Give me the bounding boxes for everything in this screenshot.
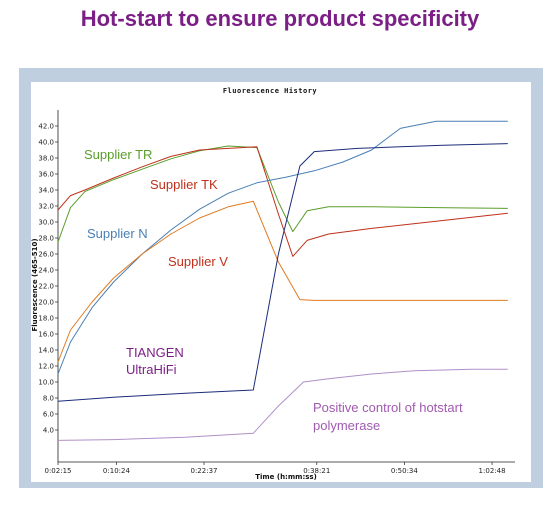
x-tick-label: 0:50:34 — [391, 467, 419, 475]
y-tick-label: 18.0 — [38, 315, 54, 323]
y-tick-label: 34.0 — [38, 187, 54, 195]
annotation-positive-line1: Positive control of hotstart — [313, 400, 463, 415]
chart-title: Fluorescence History — [223, 87, 318, 95]
y-tick-label: 6.0 — [43, 411, 54, 419]
series-line-supplier-tr — [57, 145, 508, 243]
x-axis-label: Time (h:mm:ss) — [255, 473, 317, 481]
y-tick-label: 36.0 — [38, 171, 54, 179]
annotation-supplier-n: Supplier N — [87, 226, 148, 241]
annotation-supplier-v: Supplier V — [168, 254, 228, 269]
annotation-positive-line2: polymerase — [313, 418, 380, 433]
x-tick-label: 0:10:24 — [103, 467, 131, 475]
y-tick-label: 40.0 — [38, 139, 54, 147]
y-tick-label: 28.0 — [38, 235, 54, 243]
y-axis-ticks: 4.0 6.0 8.0 10.0 12.0 14.0 16.0 18.0 20.0 22.0 24.… — [38, 123, 58, 435]
series-line-supplier-tk — [57, 146, 508, 257]
y-tick-label: 32.0 — [38, 203, 54, 211]
x-tick-label: 0:02:15 — [45, 467, 72, 475]
slide-title: Hot-start to ensure product specificity — [80, 6, 480, 31]
y-tick-label: 38.0 — [38, 155, 54, 163]
y-tick-label: 24.0 — [38, 267, 54, 275]
y-tick-label: 10.0 — [38, 379, 54, 387]
series-line-tiangen-ultrahifi — [57, 143, 508, 402]
x-tick-label: 1:02:48 — [479, 467, 506, 475]
y-tick-label: 8.0 — [43, 395, 54, 403]
y-tick-label: 16.0 — [38, 331, 54, 339]
series-line-positive-control-of-hotstart-polymerase — [57, 368, 508, 441]
y-tick-label: 14.0 — [38, 347, 54, 355]
y-tick-label: 12.0 — [38, 363, 54, 371]
chart-panel — [31, 82, 531, 482]
y-tick-label: 20.0 — [38, 299, 54, 307]
y-tick-label: 22.0 — [38, 283, 54, 291]
series-line-supplier-n — [57, 120, 508, 375]
annotation-tiangen-line1: TIANGEN — [126, 345, 184, 360]
series-line-supplier-v — [57, 200, 508, 363]
series-lines — [57, 120, 508, 441]
annotation-supplier-tk: Supplier TK — [150, 177, 218, 192]
x-tick-label: 0:22:37 — [191, 467, 218, 475]
y-axis-label: Fluorescence (465-510) — [31, 238, 39, 331]
y-tick-label: 26.0 — [38, 251, 54, 259]
y-tick-label: 4.0 — [43, 427, 54, 435]
annotation-tiangen-line2: UltraHiFi — [126, 362, 177, 377]
annotation-supplier-tr: Supplier TR — [84, 147, 152, 162]
x-tick-label: 0:38:21 — [303, 467, 330, 475]
y-tick-label: 30.0 — [38, 219, 54, 227]
x-axis-ticks: 0:02:15 0:10:24 0:22:37 0:38:21 0:50:34 1:02:… — [45, 462, 506, 475]
y-tick-label: 42.0 — [38, 123, 54, 131]
